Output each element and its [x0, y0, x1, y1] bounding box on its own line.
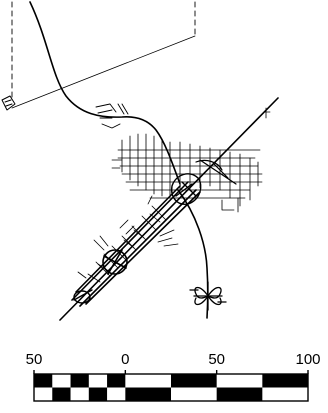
main-diagonal-highway	[59, 97, 279, 321]
scale-tick-label: 50	[208, 351, 225, 368]
boundary-dashed-line	[11, 1, 196, 101]
scale-segment	[171, 374, 217, 388]
scale-segment	[107, 374, 126, 388]
scale-tick-label: 100	[295, 351, 320, 368]
scale-segment	[125, 387, 171, 401]
corridor-band	[71, 181, 201, 307]
interchange-northeast	[195, 159, 237, 185]
cloverleaf-interchange	[189, 281, 227, 311]
left-edge-symbol	[1, 95, 16, 111]
street-grid-north	[95, 103, 129, 129]
scale-segment	[70, 374, 89, 388]
western-highway	[29, 1, 181, 185]
scale-segment	[34, 374, 53, 388]
scale-tick-label: 50	[26, 351, 43, 368]
interchange-circle	[102, 249, 128, 275]
map-area	[1, 1, 279, 321]
scale-segment	[216, 387, 263, 401]
scale-segment	[262, 374, 308, 388]
scale-segment	[52, 387, 71, 401]
boundary-line	[11, 35, 196, 109]
scale-bar: 50 0 50 100	[26, 351, 321, 402]
interchange-southwest	[73, 289, 93, 304]
scale-tick-label: 0	[121, 351, 129, 368]
street-grid-downtown	[111, 107, 271, 213]
scale-segment	[88, 387, 108, 401]
